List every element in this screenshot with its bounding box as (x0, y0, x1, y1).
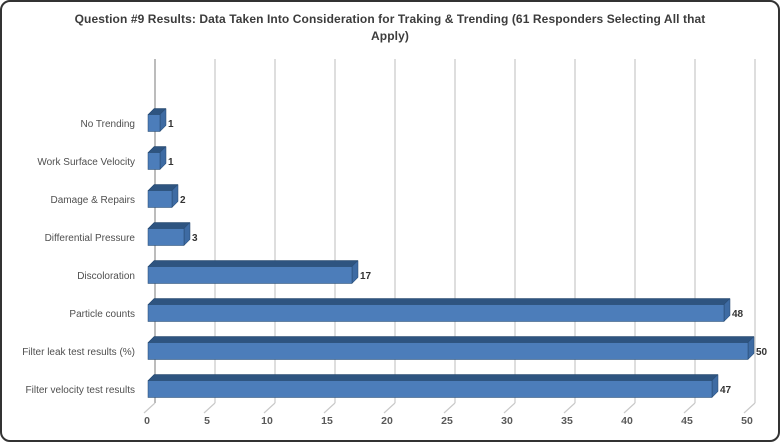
x-tick-label: 15 (321, 415, 333, 427)
bar (147, 114, 161, 132)
bar-top-face (147, 222, 191, 229)
bar (147, 190, 173, 208)
x-tick-label: 25 (441, 415, 453, 427)
x-tick-label: 45 (681, 415, 693, 427)
gridline-floor-tail (263, 402, 276, 414)
bar (147, 380, 713, 398)
x-tick-label: 40 (621, 415, 633, 427)
bar-value-label: 47 (720, 385, 732, 396)
category-label: Filter leak test results (%) (22, 347, 135, 358)
x-tick-label: 0 (144, 415, 150, 427)
bar-value-label: 50 (756, 347, 768, 358)
bar-value-label: 1 (168, 119, 174, 130)
bar (147, 304, 725, 322)
bar-top-face (147, 260, 359, 267)
x-tick-label: 20 (381, 415, 393, 427)
bar-top-face (147, 374, 719, 381)
category-label: Damage & Repairs (51, 195, 135, 206)
gridline-floor-tail (683, 402, 696, 414)
gridline-floor-tail (143, 402, 156, 414)
category-label: Particle counts (69, 309, 135, 320)
x-tick-label: 50 (741, 415, 753, 427)
bar (147, 266, 353, 284)
category-label: Work Surface Velocity (37, 157, 135, 168)
gridline-floor-tail (383, 402, 396, 414)
x-tick-label: 5 (204, 415, 210, 427)
bar-value-label: 3 (192, 233, 198, 244)
bar-top-face (147, 298, 731, 305)
x-tick-label: 30 (501, 415, 513, 427)
gridline-floor-tail (203, 402, 216, 414)
gridline-floor-tail (743, 402, 756, 414)
gridline-floor-tail (323, 402, 336, 414)
bar (147, 342, 749, 360)
gridline-floor-tail (443, 402, 456, 414)
gridline-floor-tail (623, 402, 636, 414)
bar-value-label: 48 (732, 309, 744, 320)
bar-value-label: 1 (168, 157, 174, 168)
category-label: Differential Pressure (45, 233, 136, 244)
gridline-floor-tail (503, 402, 516, 414)
bar (147, 228, 185, 246)
gridline-floor-tail (563, 402, 576, 414)
bar-value-label: 17 (360, 271, 372, 282)
x-tick-label: 10 (261, 415, 273, 427)
bar (147, 152, 161, 170)
category-label: Discoloration (77, 271, 135, 282)
chart-title: Question #9 Results: Data Taken Into Con… (74, 12, 706, 43)
category-label: No Trending (81, 119, 135, 130)
category-label: Filter velocity test results (26, 385, 135, 396)
x-tick-label: 35 (561, 415, 573, 427)
bar-top-face (147, 336, 755, 343)
bar-value-label: 2 (180, 195, 186, 206)
